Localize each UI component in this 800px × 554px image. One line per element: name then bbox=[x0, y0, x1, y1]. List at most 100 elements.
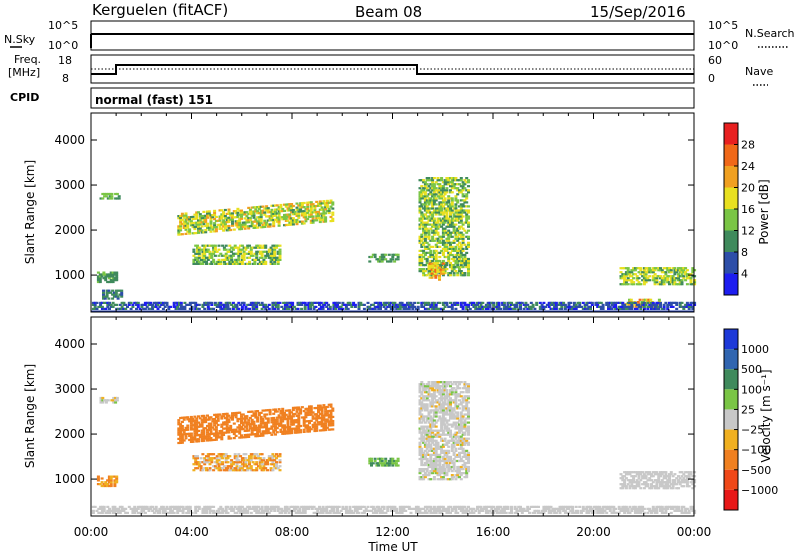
power-echo-cell bbox=[245, 219, 249, 222]
power-echo-cell bbox=[454, 187, 458, 190]
velocity-echo-cell bbox=[235, 457, 239, 460]
velocity-echo-cell bbox=[447, 459, 451, 463]
velocity-echo-cell bbox=[286, 421, 290, 425]
power-echo-cell bbox=[443, 221, 447, 224]
velocity-echo-cell bbox=[438, 455, 442, 458]
power-echo-cell bbox=[431, 245, 435, 248]
power-echo-cell bbox=[562, 301, 566, 304]
velocity-echo-cell bbox=[214, 413, 218, 416]
power-echo-cell bbox=[282, 301, 286, 304]
velocity-echo-cell bbox=[102, 483, 106, 486]
power-echo-cell bbox=[458, 179, 461, 182]
power-echo-cell bbox=[222, 223, 226, 226]
velocity-echo-cell bbox=[459, 401, 463, 404]
power-echo-cell bbox=[244, 305, 248, 308]
velocity-echo-cell bbox=[180, 435, 184, 438]
velocity-echo-cell bbox=[220, 431, 224, 435]
velocity-echo-cell bbox=[266, 461, 269, 464]
velocity-echo-cell bbox=[214, 428, 218, 431]
power-echo-cell bbox=[563, 307, 567, 310]
velocity-echo-cell bbox=[240, 436, 243, 439]
power-echo-cell bbox=[438, 197, 442, 200]
power-echo-cell bbox=[127, 301, 131, 304]
velocity-echo-cell bbox=[465, 391, 469, 394]
power-echo-cell bbox=[653, 307, 657, 310]
velocity-echo-cell bbox=[193, 426, 197, 429]
power-echo-cell bbox=[276, 250, 280, 253]
velocity-echo-cell bbox=[432, 423, 436, 426]
power-echo-cell bbox=[242, 250, 246, 253]
power-echo-cell bbox=[438, 235, 442, 238]
velocity-echo-cell bbox=[456, 411, 460, 414]
power-echo-cell bbox=[492, 301, 496, 304]
velocity-echo-cell bbox=[182, 431, 186, 434]
power-echo-cell bbox=[691, 307, 695, 310]
velocity-echo-cell bbox=[243, 425, 247, 428]
power-echo-cell bbox=[255, 258, 259, 261]
power-echo-cell bbox=[124, 303, 128, 306]
power-echo-cell bbox=[156, 303, 160, 306]
power-echo-cell bbox=[120, 295, 124, 298]
power-echo-cell bbox=[438, 193, 442, 196]
velocity-echo-cell bbox=[251, 453, 255, 456]
power-echo-cell bbox=[429, 199, 433, 202]
power-echo-cell bbox=[467, 303, 470, 306]
power-echo-cell bbox=[213, 244, 217, 247]
power-echo-cell bbox=[322, 208, 326, 211]
velocity-echo-cell bbox=[447, 413, 451, 416]
power-echo-cell bbox=[450, 231, 454, 234]
power-echo-cell bbox=[237, 258, 241, 261]
velocity-echo-cell bbox=[418, 401, 422, 404]
velocity-echo-cell bbox=[461, 391, 465, 394]
velocity-echo-cell bbox=[443, 389, 447, 392]
power-echo-cell bbox=[467, 305, 470, 308]
velocity-echo-cell bbox=[248, 459, 251, 462]
velocity-echo-cell bbox=[232, 414, 236, 417]
power-echo-cell bbox=[449, 305, 452, 308]
power-echo-cell bbox=[687, 303, 691, 306]
power-echo-cell bbox=[458, 253, 461, 257]
power-echo-cell bbox=[344, 303, 348, 306]
power-echo-cell bbox=[607, 301, 610, 304]
velocity-echo-cell bbox=[441, 443, 445, 446]
velocity-echo-cell bbox=[420, 449, 424, 452]
velocity-echo-cell bbox=[272, 416, 276, 420]
velocity-echo-cell bbox=[431, 435, 435, 438]
power-echo-cell bbox=[179, 233, 183, 236]
power-echo-cell bbox=[222, 260, 226, 263]
velocity-echo-cell bbox=[418, 395, 422, 398]
power-echo-cell bbox=[650, 301, 653, 304]
power-echo-cell bbox=[275, 204, 279, 207]
power-echo-cell bbox=[458, 255, 461, 259]
velocity-echo-cell bbox=[283, 432, 286, 435]
power-echo-cell bbox=[651, 267, 655, 270]
power-echo-cell bbox=[272, 223, 276, 226]
power-echo-cell bbox=[271, 250, 275, 253]
power-echo-cell bbox=[551, 307, 555, 310]
power-echo-cell bbox=[425, 257, 429, 261]
velocity-echo-cell bbox=[431, 465, 435, 469]
velocity-echo-cell bbox=[458, 455, 461, 458]
power-echo-cell bbox=[251, 262, 255, 265]
velocity-echo-cell bbox=[288, 415, 292, 418]
power-echo-cell bbox=[420, 221, 424, 224]
velocity-echo-cell bbox=[257, 455, 260, 458]
velocity-echo-cell bbox=[302, 422, 306, 425]
velocity-echo-cell bbox=[112, 396, 116, 400]
power-echo-cell bbox=[684, 279, 688, 282]
power-echo-cell bbox=[443, 266, 447, 269]
velocity-echo-cell bbox=[440, 393, 444, 396]
velocity-echo-cell bbox=[389, 459, 393, 463]
power-echo-cell bbox=[678, 305, 682, 308]
power-echo-cell bbox=[441, 268, 445, 271]
velocity-echo-cell bbox=[441, 468, 445, 471]
velocity-echo-cell bbox=[427, 429, 431, 432]
power-echo-cell bbox=[266, 209, 270, 212]
power-echo-cell bbox=[422, 197, 426, 200]
power-echo-cell bbox=[569, 301, 573, 304]
power-echo-cell bbox=[429, 251, 433, 254]
power-echo-cell bbox=[317, 204, 320, 207]
velocity-echo-cell bbox=[196, 455, 199, 458]
power-echo-cell bbox=[277, 210, 281, 213]
power-echo-cell bbox=[142, 307, 146, 310]
